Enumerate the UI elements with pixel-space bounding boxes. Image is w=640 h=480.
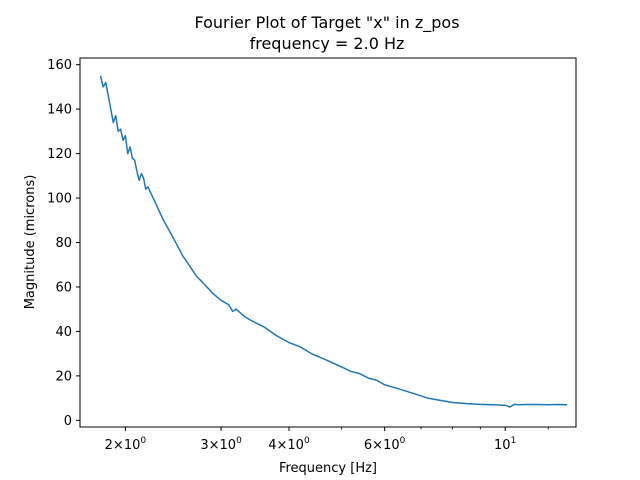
y-tick-label-80: 80 xyxy=(55,236,72,251)
series-line xyxy=(99,75,568,408)
y-axis-label: Magnitude (microns) xyxy=(23,175,38,310)
y-tick-label-40: 40 xyxy=(55,325,72,340)
chart-subtitle: frequency = 2.0 Hz xyxy=(250,34,405,53)
y-tick-label-120: 120 xyxy=(47,147,72,162)
plot-area: 0 20 40 60 80 100 120 140 160 2×100 3×100 4×100 6×10… xyxy=(47,57,577,453)
x-axis-label: Frequency [Hz] xyxy=(279,461,377,476)
y-tick-label-100: 100 xyxy=(47,192,72,207)
y-tick-label-140: 140 xyxy=(47,103,72,118)
plot-frame xyxy=(79,57,577,428)
y-tick-label-60: 60 xyxy=(55,280,72,295)
x-tick-label-4: 4×100 xyxy=(268,436,310,453)
x-tick-label-10: 101 xyxy=(494,436,516,453)
y-tick-label-0: 0 xyxy=(64,414,72,429)
y-tick-label-20: 20 xyxy=(55,369,72,384)
chart-title: Fourier Plot of Target "x" in z_pos xyxy=(194,13,459,33)
x-tick-label-6: 6×100 xyxy=(364,436,406,453)
y-tick-label-160: 160 xyxy=(47,58,72,73)
x-tick-label-3: 3×100 xyxy=(200,436,242,453)
x-tick-label-2: 2×100 xyxy=(105,436,147,453)
